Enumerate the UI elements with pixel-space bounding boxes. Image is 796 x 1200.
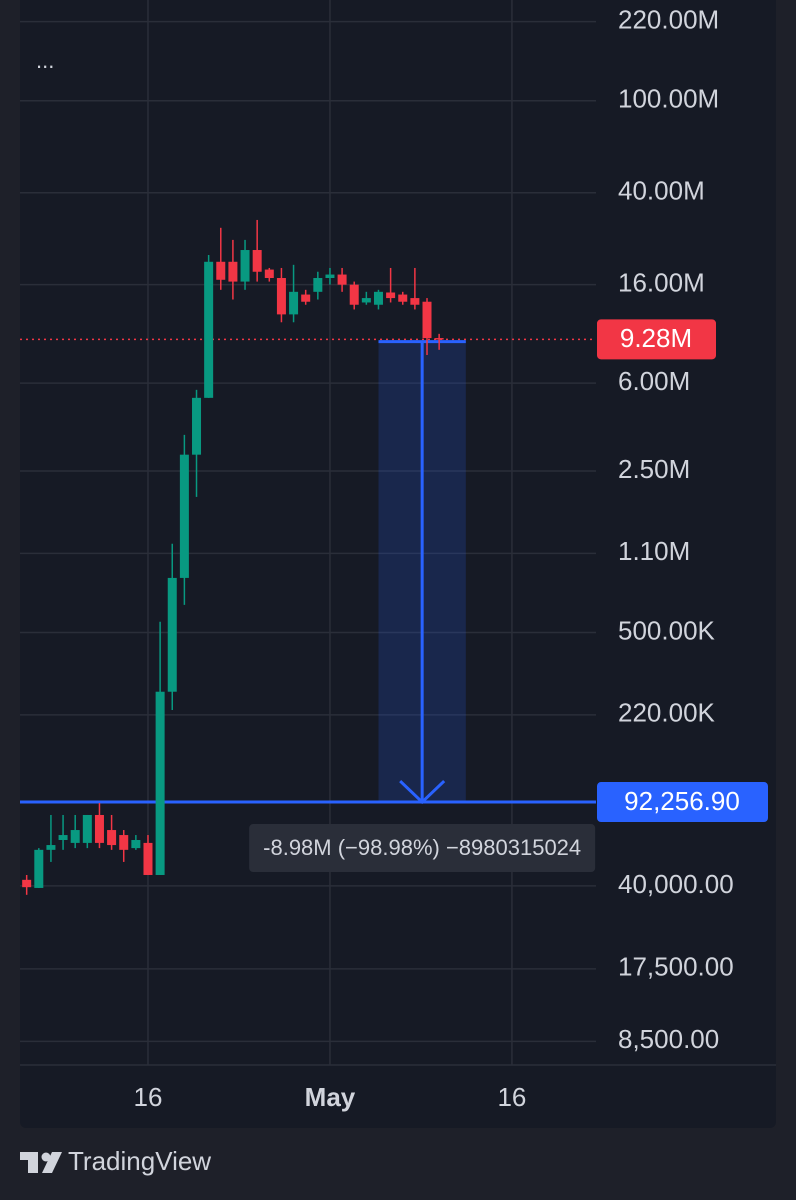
x-tick-label: 16 [134, 1082, 163, 1112]
candle-body [337, 274, 347, 285]
brand-name[interactable]: TradingView [68, 1146, 211, 1176]
candle-body [228, 261, 238, 282]
x-tick-label: 16 [497, 1082, 526, 1112]
candle-body [398, 294, 408, 302]
y-tick-label: 220.00K [618, 698, 716, 728]
measure-arrowhead [399, 779, 446, 805]
candle-body [34, 849, 44, 888]
candle-body [373, 291, 383, 305]
candle-body [289, 291, 299, 315]
y-tick-label: 6.00M [618, 366, 690, 396]
y-tick-label: 16.00M [618, 268, 705, 298]
y-tick-label: 40.00M [618, 176, 705, 206]
y-tick-label: 17,500.00 [618, 952, 734, 982]
y-tick-label: 1.10M [618, 536, 690, 566]
candle-body [422, 301, 432, 339]
candle-body [301, 294, 311, 302]
measure-label-box [597, 782, 768, 823]
plot-area: -8.98M (−98.98%) −8980315024 [20, 0, 596, 1065]
candle-body [22, 879, 32, 888]
candle-body [82, 814, 92, 843]
candle-body [143, 842, 153, 875]
candle-body [410, 298, 420, 305]
measure-tooltip-text: -8.98M (−98.98%) −8980315024 [263, 835, 581, 860]
menu-dots[interactable]: ... [36, 48, 54, 73]
candle-body [349, 284, 359, 305]
y-tick-label: 8,500.00 [618, 1024, 719, 1054]
price-axis: 220.00M 100.00M 40.00M 16.00M 6.00M 2.50M 1.10… [597, 5, 768, 1054]
candle-body [192, 397, 202, 455]
candle-body [386, 292, 396, 299]
candle-body [131, 840, 141, 849]
candle-body [325, 274, 335, 279]
candle-body [313, 278, 323, 292]
candle-body [94, 814, 104, 843]
candle-body [276, 278, 286, 315]
candle-body [361, 298, 371, 303]
price-label-box [597, 319, 716, 360]
candle-body [264, 269, 274, 279]
brand-logo [20, 1152, 62, 1173]
candle-body [107, 830, 117, 846]
candle-body [179, 454, 189, 578]
candle-body [70, 830, 80, 843]
candle-body [167, 577, 177, 692]
candle-body [46, 845, 56, 850]
price-label: 9.28M [620, 323, 692, 353]
y-tick-label: 500.00K [618, 615, 716, 645]
measure-tooltip [249, 824, 596, 873]
y-tick-label: 2.50M [618, 454, 690, 484]
candle-body [434, 338, 444, 340]
candle-body [204, 261, 214, 398]
measure-label: 92,256.90 [624, 786, 740, 816]
y-tick-label: 100.00M [618, 84, 719, 114]
candle-body [252, 250, 262, 272]
y-tick-label: 220.00M [618, 5, 719, 35]
x-tick-label: May [305, 1082, 356, 1112]
y-tick-label: 40,000.00 [618, 869, 734, 899]
candle-body [119, 835, 129, 850]
candle-body [58, 835, 68, 841]
candle-body [216, 261, 226, 280]
candle-body [240, 250, 250, 282]
candle-body [155, 691, 165, 875]
